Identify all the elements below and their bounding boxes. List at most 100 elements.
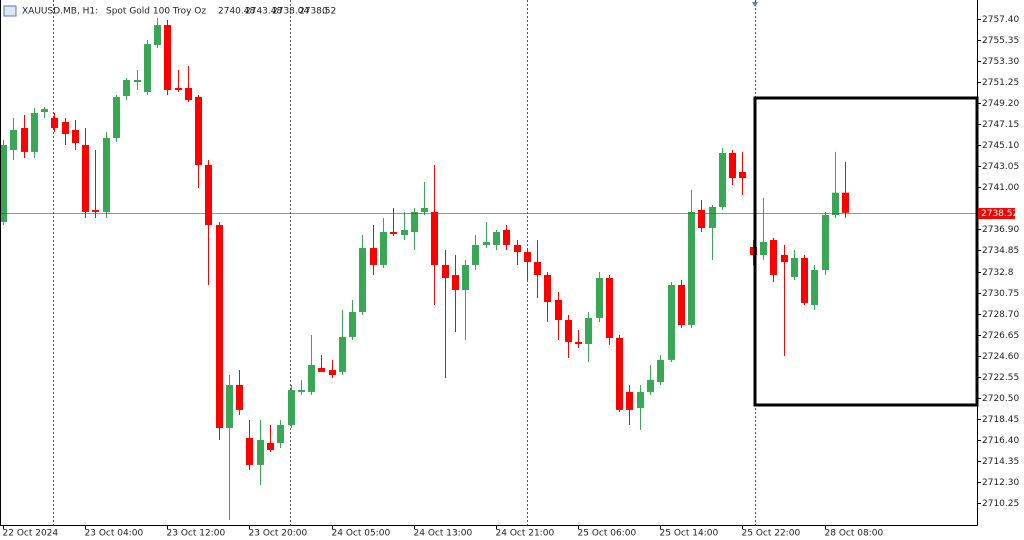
candle-body [555,299,562,320]
candle-body [483,241,490,245]
candle-body [134,79,141,83]
y-tick-label: 2726.65 [982,331,1019,341]
candle-body [257,439,264,465]
candle-body [318,367,325,372]
candle-body [503,229,510,245]
y-tick-label: 2736.90 [982,225,1019,235]
candle-body [185,87,192,100]
candle-body [92,209,99,212]
y-tick-label: 2753.30 [982,57,1019,67]
x-tick-label: 25 Oct 14:00 [660,529,719,539]
candle-body [668,284,675,360]
y-tick-label: 2745.10 [982,141,1019,151]
candle-body [308,364,315,392]
candle-body [760,241,767,256]
header-info: 0 [322,7,328,17]
candle-body [10,129,17,150]
y-tick-label: 2755.35 [982,36,1019,46]
candle-body [288,390,295,426]
y-tick-label: 2728.70 [982,310,1019,320]
candle-body [421,207,428,212]
x-tick-label: 28 Oct 08:00 [825,529,884,539]
candle-body [729,152,736,179]
x-tick-label: 22 Oct 2024 [3,529,59,539]
candle-body [514,244,521,253]
candle-body [154,25,161,45]
candle-body [113,97,120,138]
candle-body [493,232,500,245]
candle-body [277,425,284,443]
candle-body [195,97,202,165]
candle-body [236,384,243,410]
candle-body [411,211,418,233]
y-tick-label: 2741.00 [982,183,1019,193]
x-tick-label: 25 Oct 22:00 [742,529,801,539]
x-tick-label: 24 Oct 21:00 [496,529,555,539]
candle-body [637,391,644,408]
y-tick-label: 2732.8 [982,268,1014,278]
candle-body [616,337,623,410]
bid-label-box [978,208,1015,219]
candle-body [72,129,79,144]
candle-body [739,171,746,179]
candle-body [524,252,531,262]
candle-body [688,211,695,326]
candle-body [709,206,716,229]
candle-body [205,164,212,226]
y-tick-label: 2724.60 [982,352,1019,362]
header-open: 2740.48 [218,7,255,17]
candle-body [41,109,48,113]
y-tick-label: 2712.30 [982,478,1019,488]
candle-body [431,211,438,265]
candle-body [832,192,839,215]
x-tick-label: 23 Oct 20:00 [249,529,308,539]
candle-body [585,317,592,345]
candle-body [781,255,788,262]
candle-body [442,264,449,279]
candle-body [698,209,705,229]
candle-body [31,113,38,152]
candle-body [82,144,89,212]
candle-body [544,275,551,303]
y-tick-label: 2751.25 [982,78,1019,88]
plot [0,17,977,520]
candle-body [123,79,130,96]
candle-body [144,44,151,92]
y-tick-label: 2743.05 [982,162,1019,172]
candle-body [596,278,603,318]
candle-body [359,248,366,312]
candle-body [565,319,572,342]
candle-body [267,442,274,450]
symbol-icon [3,5,17,17]
y-tick-label: 2710.25 [982,499,1019,509]
header-low: 2738.04 [272,7,309,17]
header-description: Spot Gold 100 Troy Oz [106,7,206,17]
candle-body [822,214,829,270]
candle-body [103,137,110,212]
candle-body [370,248,377,265]
header-close: 2738.52 [299,7,336,17]
candle-body [380,232,387,265]
candle-body [801,257,808,303]
candle-body [390,232,397,234]
candle-body [534,261,541,276]
header-symbol: XAUUSD.MB, H1: [22,7,98,17]
y-tick-label: 2718.45 [982,415,1019,425]
candle-body [575,341,582,345]
shift-marker [752,2,758,7]
candle-body [811,269,818,306]
candle-body [339,336,346,372]
x-tick-label: 25 Oct 06:00 [578,529,637,539]
candle-body [657,359,664,382]
candle-body [226,384,233,428]
candle-body [452,275,459,291]
candle-body [329,369,336,376]
y-tick-label: 2730.75 [982,289,1019,299]
candle-body [606,278,613,338]
period-separators [53,0,756,525]
x-tick-label: 24 Oct 05:00 [332,529,391,539]
candle-body [175,87,182,91]
x-tick-label: 23 Oct 04:00 [85,529,144,539]
